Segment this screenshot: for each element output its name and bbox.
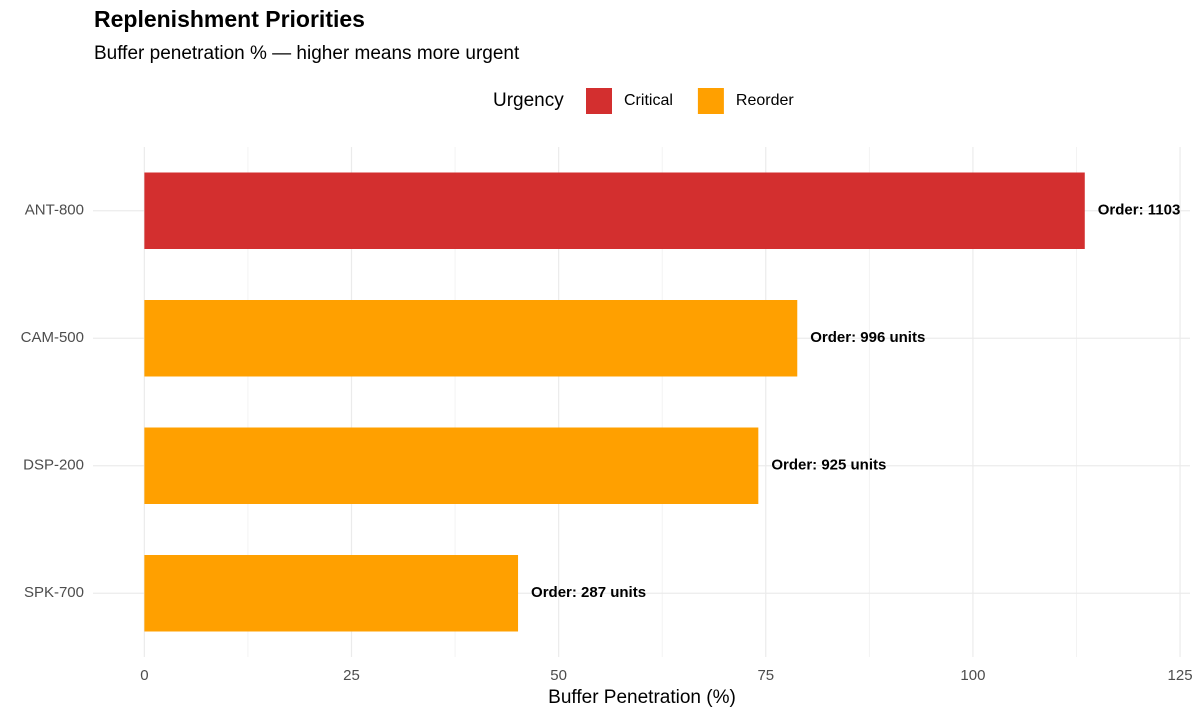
- bar: [144, 300, 798, 377]
- bar-label: Order: 996 units: [810, 329, 925, 346]
- bar-label: Order: 287 units: [531, 584, 646, 601]
- bar: [144, 427, 759, 504]
- legend-title: Urgency: [493, 90, 564, 111]
- bar: [144, 172, 1085, 249]
- y-tick-label: DSP-200: [23, 457, 84, 474]
- y-tick-label: ANT-800: [25, 202, 84, 219]
- chart-subtitle: Buffer penetration % — higher means more…: [94, 43, 520, 64]
- x-tick-label: 50: [550, 667, 567, 684]
- y-tick-label: SPK-700: [24, 584, 84, 601]
- bar: [144, 555, 519, 632]
- legend-swatch: [586, 88, 612, 114]
- bar-label: Order: 925 units: [771, 457, 886, 474]
- bar-label: Order: 1103: [1098, 202, 1181, 219]
- legend-label: Critical: [624, 92, 673, 109]
- x-axis-title: Buffer Penetration (%): [548, 687, 736, 708]
- legend-swatch: [697, 88, 724, 114]
- x-tick-label: 75: [757, 667, 774, 684]
- x-tick-label: 100: [960, 667, 985, 684]
- x-tick-label: 25: [343, 667, 360, 684]
- chart-title: Replenishment Priorities: [94, 6, 365, 32]
- legend-label: Reorder: [736, 92, 794, 109]
- x-tick-label: 0: [140, 667, 148, 684]
- x-tick-label: 125: [1168, 667, 1193, 684]
- y-tick-label: CAM-500: [21, 329, 84, 346]
